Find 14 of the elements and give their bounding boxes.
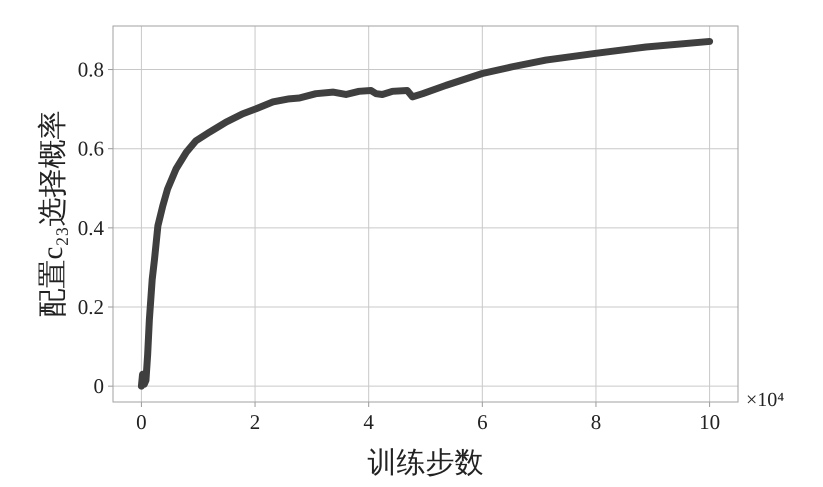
x-tick-label: 2 — [250, 410, 260, 434]
y-tick-label: 0.6 — [78, 136, 104, 161]
text: ×10⁴ — [746, 389, 784, 411]
x-tick-label: 10 — [699, 410, 720, 434]
x-axis-title: 训练步数 — [368, 447, 484, 479]
y-tick-label: 0.2 — [78, 295, 104, 320]
y-tick-label: 0.8 — [78, 58, 104, 82]
x-tick-label: 8 — [590, 410, 602, 434]
y-tick-label: 0.4 — [78, 216, 104, 240]
x-tick-label: 0 — [136, 410, 147, 434]
x-tick-label: 6 — [477, 410, 488, 434]
y-tick-label: 0 — [94, 374, 104, 398]
x-tick-label: 4 — [363, 410, 374, 434]
y-axis-title: 配置c₂₃选择概率 — [37, 110, 69, 318]
